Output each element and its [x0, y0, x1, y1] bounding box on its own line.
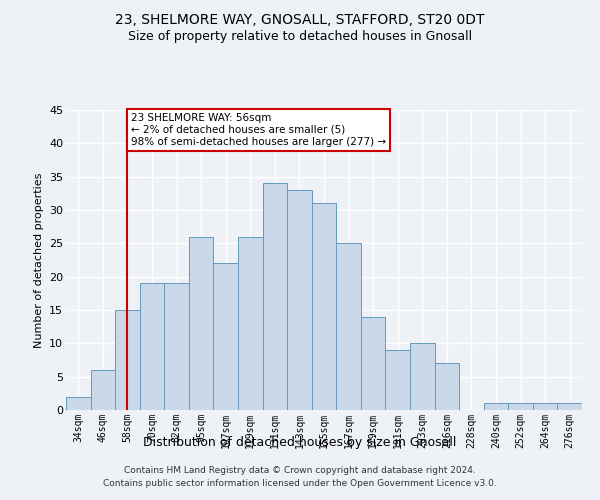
- Bar: [336, 244, 361, 410]
- Bar: [361, 316, 385, 410]
- Bar: [410, 344, 434, 410]
- Text: 23, SHELMORE WAY, GNOSALL, STAFFORD, ST20 0DT: 23, SHELMORE WAY, GNOSALL, STAFFORD, ST2…: [115, 12, 485, 26]
- Bar: [66, 396, 91, 410]
- Bar: [115, 310, 140, 410]
- Bar: [508, 404, 533, 410]
- Bar: [189, 236, 214, 410]
- Bar: [214, 264, 238, 410]
- Bar: [484, 404, 508, 410]
- Text: 23 SHELMORE WAY: 56sqm
← 2% of detached houses are smaller (5)
98% of semi-detac: 23 SHELMORE WAY: 56sqm ← 2% of detached …: [131, 114, 386, 146]
- Bar: [312, 204, 336, 410]
- Y-axis label: Number of detached properties: Number of detached properties: [34, 172, 44, 348]
- Bar: [557, 404, 582, 410]
- Bar: [164, 284, 189, 410]
- Text: Distribution of detached houses by size in Gnosall: Distribution of detached houses by size …: [143, 436, 457, 449]
- Bar: [140, 284, 164, 410]
- Bar: [91, 370, 115, 410]
- Bar: [238, 236, 263, 410]
- Bar: [385, 350, 410, 410]
- Text: Contains HM Land Registry data © Crown copyright and database right 2024.
Contai: Contains HM Land Registry data © Crown c…: [103, 466, 497, 487]
- Bar: [263, 184, 287, 410]
- Text: Size of property relative to detached houses in Gnosall: Size of property relative to detached ho…: [128, 30, 472, 43]
- Bar: [533, 404, 557, 410]
- Bar: [434, 364, 459, 410]
- Bar: [287, 190, 312, 410]
